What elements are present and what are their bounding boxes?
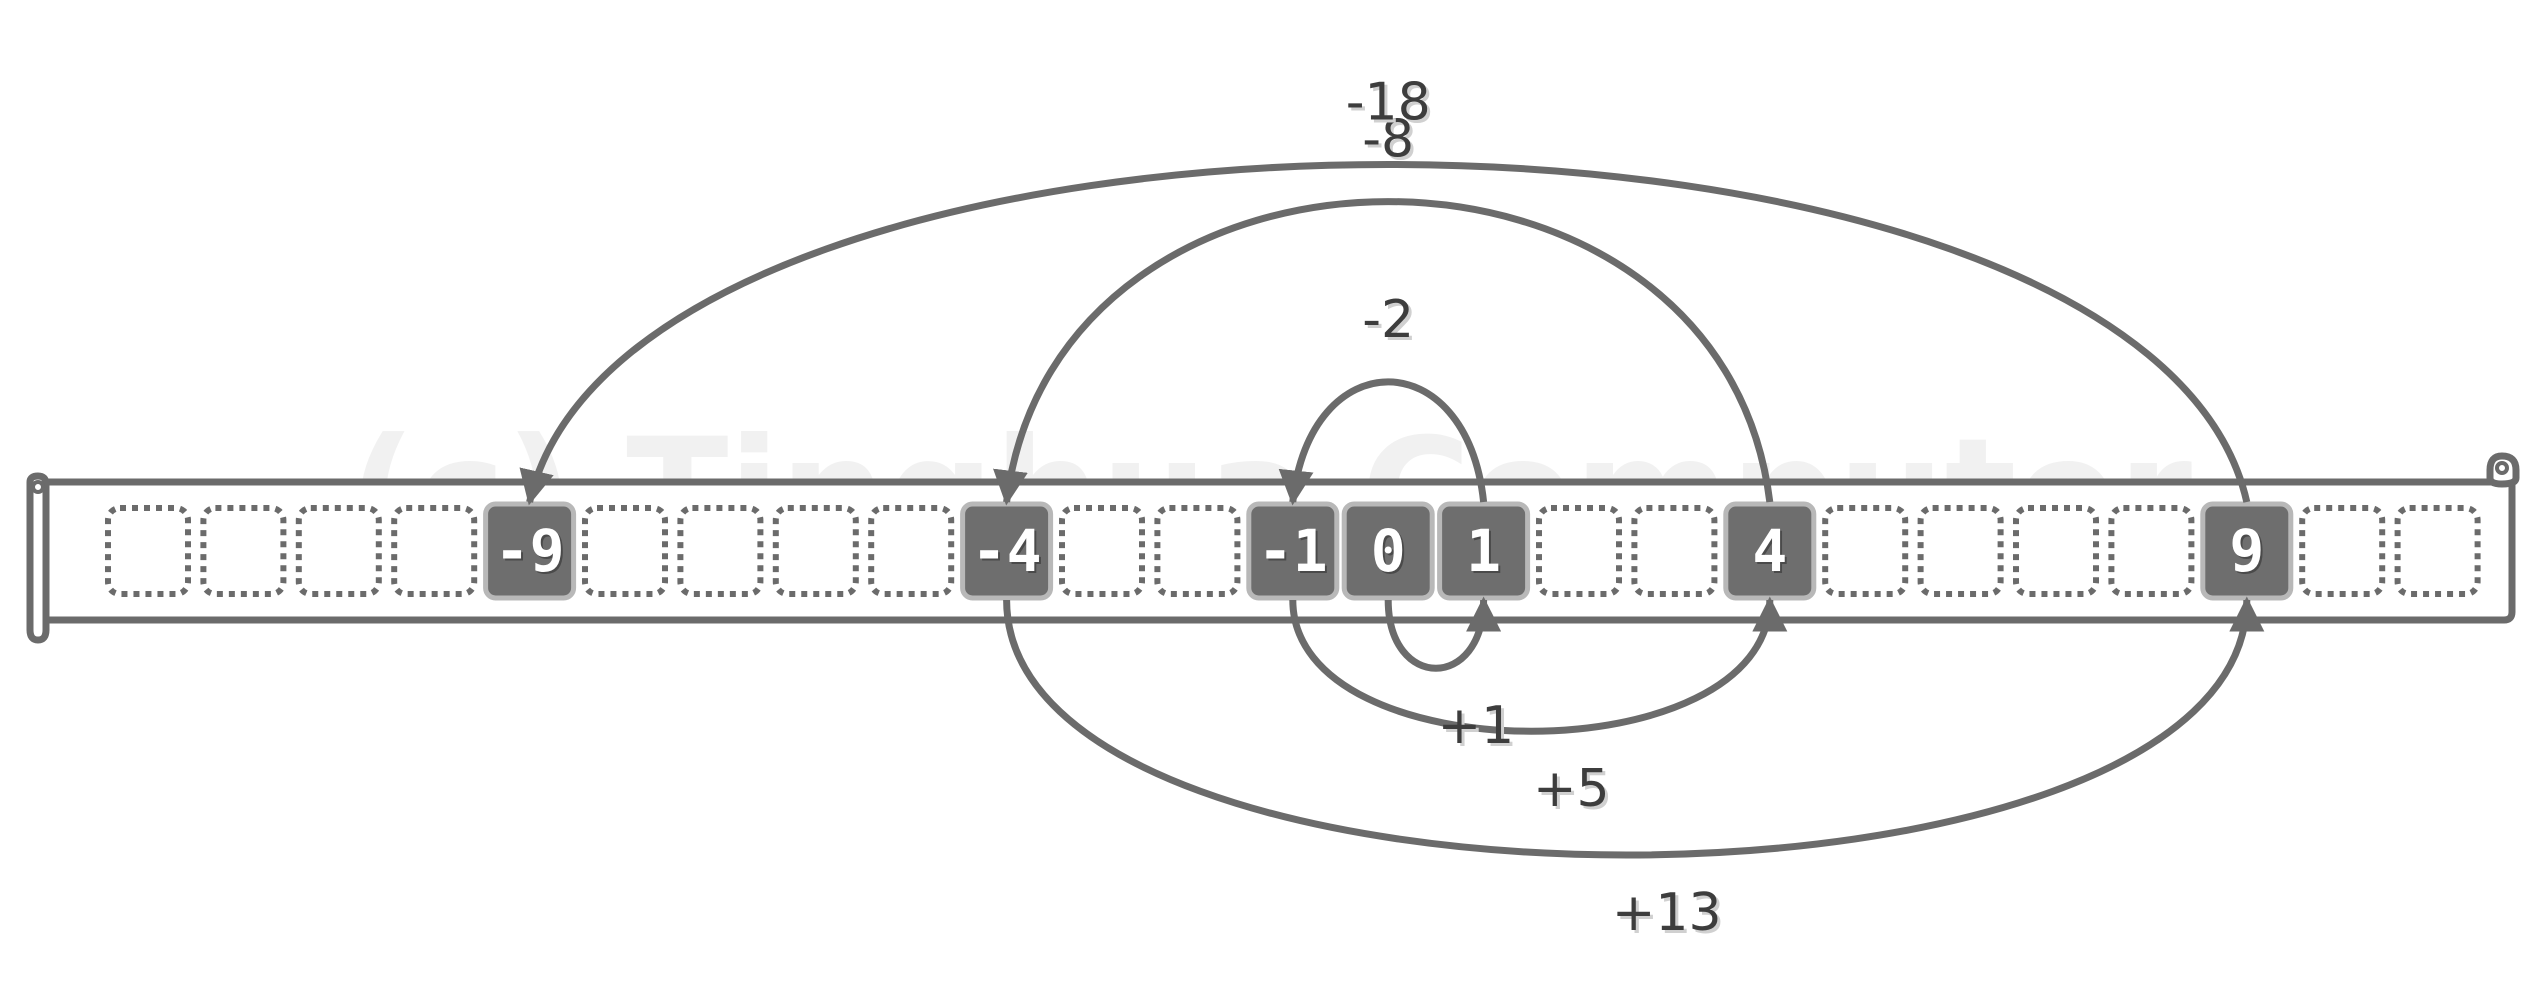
visited-cell: 00 [1341, 501, 1435, 601]
empty-cell [1917, 505, 2004, 597]
visited-cell-value: -1 [1258, 517, 1328, 585]
empty-cell [1059, 505, 1145, 597]
jump-label-shadow: +13 [1615, 886, 1725, 946]
empty-cell [1154, 505, 1241, 597]
jump-label: +13 [1612, 883, 1722, 943]
tape-left-pin [31, 480, 45, 494]
empty-cell [868, 505, 955, 597]
empty-cell [2108, 505, 2195, 597]
visited-cell-value: 9 [2229, 517, 2264, 585]
visited-cell: -4-4 [960, 501, 1054, 601]
tape-cells: -9-9 -4-4 -1-1 00 11 44 99 [105, 501, 2481, 601]
empty-cell [677, 505, 764, 597]
jump-label-shadow: +5 [1536, 762, 1613, 822]
jump-arc [1003, 596, 2265, 859]
visited-cell-value: 1 [1466, 517, 1501, 585]
visited-cell-value-shadow: 0 [1373, 519, 1408, 587]
empty-cell [1536, 505, 1622, 597]
empty-cell [295, 505, 382, 597]
tape-right-pin [2495, 461, 2509, 475]
tape-right-roll [2486, 452, 2520, 488]
jump-arc [993, 198, 1774, 506]
jump-arc [519, 161, 2251, 506]
jump-arc [1289, 596, 1788, 735]
visited-cell-value-shadow: -9 [497, 519, 567, 587]
jump-label-shadow: +1 [1441, 699, 1518, 759]
visited-cell: 99 [2200, 501, 2294, 601]
visited-cell: 44 [1723, 501, 1817, 601]
visited-cell: -1-1 [1246, 501, 1340, 601]
visited-cell-value: -4 [972, 517, 1042, 585]
jump-label: -18 [1346, 73, 1431, 133]
empty-cell [200, 505, 287, 597]
tape-left-roll [26, 472, 50, 644]
visited-cell-value-shadow: 9 [2231, 519, 2266, 587]
visited-cell: 11 [1437, 501, 1531, 601]
jump-label-shadow: -18 [1349, 76, 1434, 136]
jump-arc [1278, 378, 1488, 506]
visited-cell-value: 4 [1752, 517, 1787, 585]
empty-cell [105, 505, 191, 597]
empty-cell [391, 505, 478, 597]
jump-labels: +1+1-2-2+5+5-8-8+13+13-18-18 [1346, 73, 1725, 947]
visited-cell-value-shadow: -1 [1260, 519, 1330, 587]
visited-cell-value: 0 [1371, 517, 1406, 585]
empty-cell [2013, 505, 2099, 597]
empty-cell [1631, 505, 1718, 597]
empty-cell [2394, 505, 2481, 597]
empty-cell [582, 505, 668, 597]
visited-cell-value-shadow: 1 [1468, 519, 1503, 587]
jump-label: -2 [1362, 290, 1414, 350]
jump-label: +5 [1533, 759, 1610, 819]
jump-label-shadow: -2 [1365, 293, 1417, 353]
jump-arcs [519, 161, 2265, 859]
jump-label: -8 [1362, 110, 1414, 170]
visited-cell-box [1341, 501, 1435, 601]
visited-cell-value-shadow: -4 [974, 519, 1044, 587]
jump-label-shadow: -8 [1365, 113, 1417, 173]
visited-cell: -9-9 [483, 501, 577, 601]
empty-cell [772, 505, 859, 597]
visited-cell-value-shadow: 4 [1754, 519, 1789, 587]
jump-arc [1384, 596, 1502, 672]
empty-cell [2299, 505, 2386, 597]
empty-cell [1822, 505, 1909, 597]
jump-label: +1 [1438, 696, 1515, 756]
visited-cell-value: -9 [495, 517, 565, 585]
